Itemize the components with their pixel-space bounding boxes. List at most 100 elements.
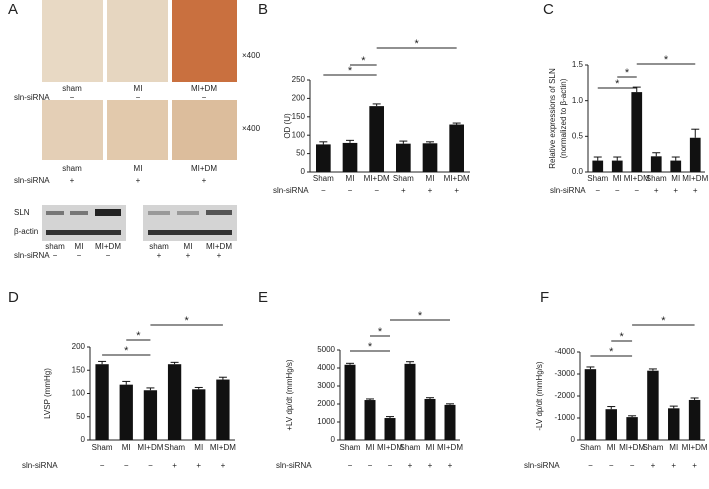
x-tick-label: MI+DM <box>210 443 236 452</box>
x-tick-label: Sham <box>164 443 185 452</box>
y-tick-label: -3000 <box>555 369 576 378</box>
sign: − <box>106 251 111 260</box>
x-tick-label: Sham <box>92 443 113 452</box>
bar <box>167 364 182 440</box>
x-tick-label: MI+DM <box>682 174 708 183</box>
ihc-image <box>42 0 103 82</box>
panel-letter: A <box>8 1 18 18</box>
significance-label: * <box>625 67 630 79</box>
bar <box>605 409 617 440</box>
significance-label: * <box>615 78 620 90</box>
y-tick-label: 50 <box>76 412 85 421</box>
sln-sign: + <box>401 186 406 195</box>
x-tick-label: Sham <box>393 174 414 183</box>
y-axis-label: LVSP (mmHg) <box>43 368 52 419</box>
group-label: sham <box>62 84 82 93</box>
bar <box>119 384 133 440</box>
ihc-image <box>172 100 237 160</box>
panel-letter: C <box>543 1 554 18</box>
sln-sign: − <box>348 461 353 470</box>
sln-sign: + <box>408 461 413 470</box>
y-tick-label: 0 <box>571 435 576 444</box>
x-tick-label: MI <box>366 443 375 452</box>
x-tick-label: MI <box>346 174 355 183</box>
y-tick-label: 1.0 <box>572 96 584 105</box>
sln-sign: − <box>595 186 600 195</box>
ihc-image <box>172 0 237 82</box>
bar <box>192 389 206 440</box>
bar <box>95 364 109 440</box>
x-tick-label: MI+DM <box>619 443 645 452</box>
sln-label: sln-siRNA <box>14 251 50 260</box>
x-tick-label: MI+DM <box>682 443 708 452</box>
sign: − <box>70 93 75 102</box>
sln-sign: − <box>124 461 129 470</box>
panel-letter: E <box>258 289 268 306</box>
y-tick-label: -1000 <box>555 413 576 422</box>
sln-sign: + <box>651 461 656 470</box>
significance-label: * <box>378 326 383 338</box>
y-tick-label: 50 <box>296 149 305 158</box>
y-tick-label: 2000 <box>317 399 335 408</box>
sln-label: sln-siRNA <box>276 461 312 470</box>
sln-sign: + <box>221 461 226 470</box>
significance-label: * <box>609 346 614 358</box>
y-axis-label: (normalized to β-actin) <box>559 78 568 158</box>
bar <box>422 143 438 172</box>
x-tick-label: Sham <box>400 443 421 452</box>
sln-sign: − <box>634 186 639 195</box>
band <box>206 210 232 215</box>
sln-label: sln-siRNA <box>14 176 50 185</box>
band <box>148 211 170 215</box>
ihc-image <box>107 0 168 82</box>
group-label: sham <box>45 242 65 251</box>
bar <box>444 404 456 440</box>
bar-chart: B OD (U) 0 50 100 150 200 250 sln-siRNA Sham − MI − M… <box>258 1 470 195</box>
significance-label: * <box>620 331 625 343</box>
sln-sign: + <box>172 461 177 470</box>
significance-label: * <box>136 330 141 342</box>
group-label: MI <box>184 242 193 251</box>
significance-label: * <box>124 345 129 357</box>
bar <box>342 142 358 172</box>
group-label: MI+DM <box>191 164 217 173</box>
bar <box>344 364 356 440</box>
group-label: MI+DM <box>206 242 232 251</box>
band <box>46 230 121 235</box>
band <box>70 211 88 215</box>
y-tick-label: 200 <box>72 342 86 351</box>
ihc-image <box>42 100 103 160</box>
band <box>148 230 232 235</box>
x-tick-label: MI <box>426 174 435 183</box>
bar <box>650 156 662 172</box>
sign: − <box>53 251 58 260</box>
x-tick-label: MI+DM <box>137 443 163 452</box>
bar <box>404 363 416 440</box>
sln-sign: − <box>388 461 393 470</box>
y-tick-label: 5000 <box>317 345 335 354</box>
y-tick-label: -2000 <box>555 391 576 400</box>
group-label: sham <box>149 242 169 251</box>
sign: + <box>186 251 191 260</box>
significance-label: * <box>664 54 669 66</box>
sln-sign: + <box>196 461 201 470</box>
x-tick-label: MI+DM <box>624 174 650 183</box>
y-tick-label: 100 <box>72 389 86 398</box>
x-tick-label: MI <box>669 443 678 452</box>
x-tick-label: Sham <box>313 174 334 183</box>
group-label: MI <box>134 164 143 173</box>
sln-sign: − <box>368 461 373 470</box>
group-label: MI+DM <box>191 84 217 93</box>
x-tick-label: MI <box>426 443 435 452</box>
bar <box>316 144 331 172</box>
bar <box>396 143 411 172</box>
group-label: MI <box>134 84 143 93</box>
sign: + <box>157 251 162 260</box>
sln-sign: − <box>588 461 593 470</box>
x-tick-label: Sham <box>642 443 663 452</box>
y-axis-label: -LV dp/dt (mmHg/s) <box>535 361 544 431</box>
sln-sign: − <box>615 186 620 195</box>
y-tick-label: -4000 <box>555 347 576 356</box>
sign: − <box>202 93 207 102</box>
